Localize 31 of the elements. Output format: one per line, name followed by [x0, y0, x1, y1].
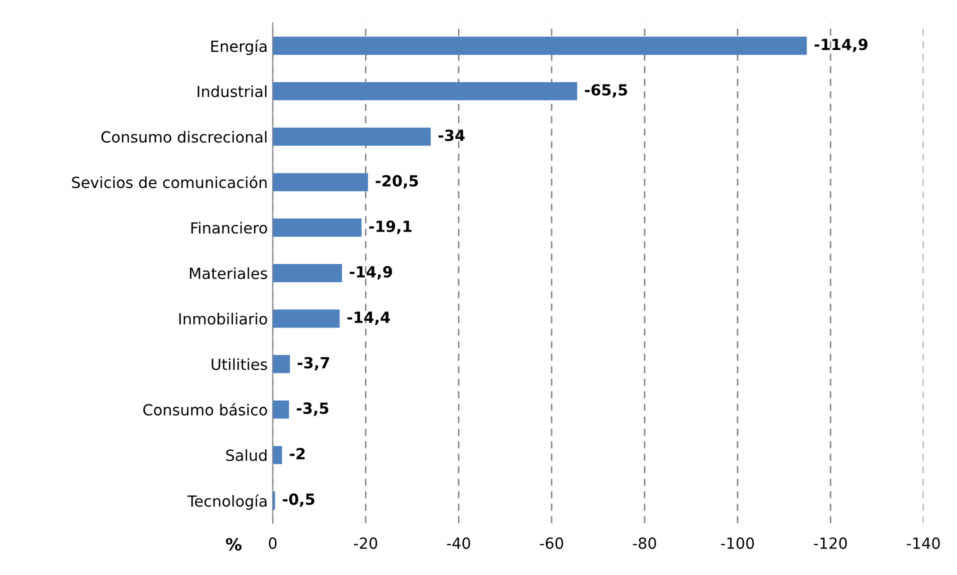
x-tick-label: -140	[906, 537, 940, 549]
y-tick-label: Energía	[211, 40, 266, 56]
y-tick-label: Financiero	[191, 222, 268, 234]
data-label: -0,5	[282, 493, 314, 507]
data-label: -2	[290, 448, 305, 460]
y-tick-label: Utilities	[212, 358, 268, 370]
data-label: -20,5	[376, 175, 418, 189]
data-label: -3,7	[298, 356, 330, 370]
data-label: -14,4	[347, 312, 390, 325]
x-tick-label: -60	[540, 537, 564, 549]
x-tick-label: -80	[632, 537, 656, 549]
y-tick-label: Tecnología	[187, 494, 266, 510]
y-tick-label: Consumo discrecional	[101, 130, 266, 143]
data-label: -114,9	[814, 38, 868, 52]
y-tick-label: Industrial	[198, 85, 266, 98]
x-tick-label: 0	[268, 537, 277, 549]
data-label: -65,5	[584, 84, 628, 98]
data-label: -3,5	[296, 402, 328, 416]
x-tick-label: -120	[814, 537, 847, 549]
x-tick-label: -20	[354, 537, 378, 549]
y-tick-label: Sevicios de comunicación	[72, 176, 267, 188]
data-label: -34	[438, 130, 465, 142]
y-tick-label: Salud	[226, 449, 266, 462]
data-label: -14,9	[350, 266, 392, 280]
y-tick-label: Inmobiliario	[179, 312, 268, 325]
x-axis-title: %	[226, 538, 242, 551]
data-label: -19,1	[369, 220, 412, 234]
x-tick-label: -40	[446, 537, 470, 549]
x-tick-label: -100	[720, 537, 754, 549]
y-tick-label: Consumo básico	[143, 403, 268, 416]
y-tick-label: Materiales	[190, 267, 268, 280]
